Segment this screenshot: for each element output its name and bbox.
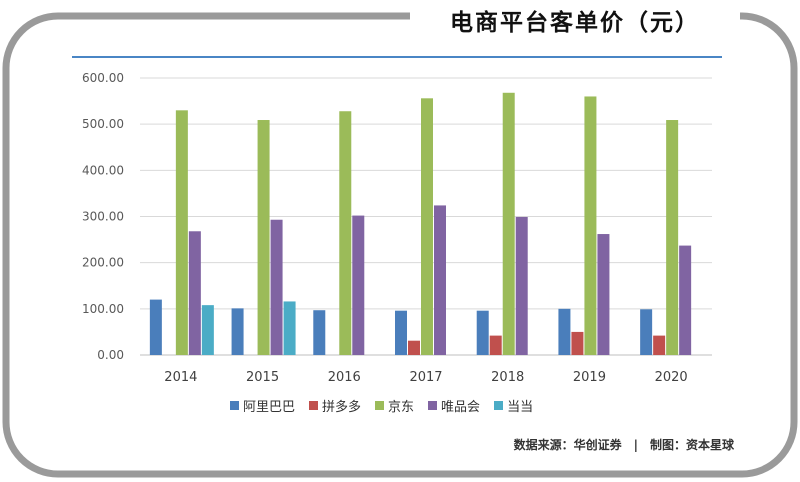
- legend-item: 唯品会: [428, 396, 480, 415]
- legend-item: 当当: [494, 396, 533, 415]
- legend-swatch: [375, 401, 385, 410]
- x-tick-label: 2018: [491, 370, 524, 385]
- x-tick-label: 2019: [573, 370, 606, 385]
- bar-拼多多-2019: [571, 331, 584, 355]
- bar-京东-2014: [175, 110, 188, 355]
- bar-当当-2015: [283, 301, 296, 355]
- bar-当当-2014: [201, 305, 214, 355]
- x-tick-label: 2017: [409, 370, 442, 385]
- bar-阿里巴巴-2018: [476, 310, 489, 355]
- legend-label: 唯品会: [441, 400, 481, 415]
- y-tick-label: 300.00: [82, 210, 124, 224]
- bar-唯品会-2019: [597, 234, 610, 355]
- legend-swatch: [230, 401, 239, 410]
- bar-阿里巴巴-2017: [395, 310, 407, 355]
- y-tick-label: 400.00: [82, 163, 124, 177]
- y-tick-label: 200.00: [82, 256, 124, 270]
- bar-阿里巴巴-2014: [149, 299, 162, 355]
- title-rule: [72, 56, 722, 58]
- legend-label: 拼多多: [322, 400, 362, 415]
- y-tick-label: 500.00: [82, 117, 124, 131]
- bar-京东-2015: [257, 120, 270, 356]
- legend-label: 当当: [507, 400, 534, 415]
- bar-京东-2017: [421, 98, 433, 356]
- chart-title: 电商平台客单价（元）: [450, 10, 700, 36]
- bar-阿里巴巴-2019: [558, 308, 571, 355]
- legend-swatch: [494, 401, 504, 410]
- legend-swatch: [309, 401, 319, 410]
- bar-京东-2020: [666, 120, 679, 356]
- y-tick-label: 600.00: [82, 71, 124, 85]
- bar-京东-2016: [339, 111, 352, 356]
- bar-拼多多-2018: [489, 335, 502, 355]
- bar-京东-2019: [584, 96, 597, 355]
- legend-item: 京东: [375, 396, 414, 415]
- bar-唯品会-2015: [270, 219, 283, 355]
- legend-label: 京东: [388, 400, 415, 415]
- bar-唯品会-2016: [352, 215, 365, 355]
- bar-唯品会-2014: [188, 231, 201, 355]
- x-tick-label: 2016: [328, 370, 361, 385]
- legend-swatch: [428, 401, 438, 410]
- bar-阿里巴巴-2020: [640, 309, 653, 355]
- bar-京东-2018: [502, 92, 515, 356]
- bar-唯品会-2020: [679, 245, 692, 355]
- x-tick-label: 2014: [164, 370, 197, 385]
- legend-item: 拼多多: [309, 396, 361, 415]
- title-banner: 电商平台客单价（元）: [410, 0, 740, 40]
- legend-item: 阿里巴巴: [230, 396, 295, 415]
- legend: 阿里巴巴 拼多多 京东 唯品会 当当: [230, 396, 533, 415]
- bar-唯品会-2017: [434, 205, 446, 355]
- y-tick-label: 100.00: [82, 302, 124, 316]
- source-note: 数据来源：华创证券 | 制图：资本星球: [513, 438, 734, 452]
- bar-拼多多-2017: [408, 340, 420, 355]
- bar-唯品会-2018: [515, 216, 528, 355]
- x-tick-label: 2020: [655, 370, 688, 385]
- x-tick-label: 2015: [246, 370, 279, 385]
- y-tick-label: 0.00: [97, 348, 124, 362]
- bar-阿里巴巴-2015: [231, 308, 244, 355]
- bar-拼多多-2020: [653, 335, 666, 355]
- bar-阿里巴巴-2016: [313, 310, 326, 355]
- legend-label: 阿里巴巴: [243, 400, 296, 415]
